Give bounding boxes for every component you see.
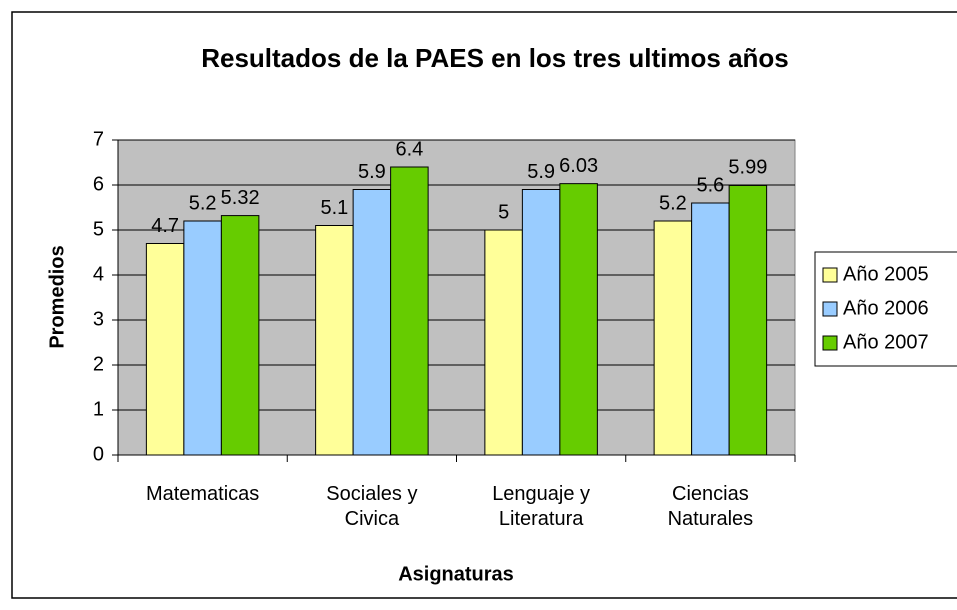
chart-title: Resultados de la PAES en los tres ultimo… [201,43,789,73]
data-label: 5.1 [320,197,348,219]
bar [390,166,429,456]
bar [691,202,730,456]
bar [315,225,354,456]
legend-box [814,251,957,367]
x-tick-label: Sociales y Civica [326,483,418,530]
data-label: 5.6 [696,174,724,196]
data-label: 4.7 [151,215,179,237]
y-tick-label: 7 [93,128,104,150]
bar [145,243,185,456]
data-label: 5.9 [358,161,386,183]
data-label: 5.32 [221,187,260,209]
y-tick-label: 0 [93,443,104,465]
y-tick-label: 2 [93,353,104,375]
data-label: 5.9 [527,161,555,183]
x-tick-label: Ciencias Naturales [667,483,754,530]
bar [183,220,222,456]
bar [220,215,260,456]
x-tick-label: Matematicas [145,483,260,505]
y-tick-label: 5 [93,218,104,240]
y-tick-label: 3 [93,308,104,330]
legend-swatch [822,267,838,283]
data-label: 5.2 [659,192,687,214]
bar [484,229,523,456]
bar [653,220,693,456]
data-label: 5.2 [189,192,217,214]
bar [352,189,392,456]
data-label: 5 [498,201,509,223]
y-tick-label: 4 [93,263,104,285]
bar [521,189,561,456]
data-label: 6.03 [559,155,598,177]
y-axis-title: Promedios [46,245,68,348]
legend-swatch [822,301,838,317]
legend-label: Año 2006 [843,297,929,319]
y-tick-label: 6 [93,173,104,195]
data-label: 6.4 [395,138,423,160]
x-axis-title: Asignaturas [398,563,514,585]
x-tick-label: Lenguaje y Literatura [492,483,591,530]
y-tick-label: 1 [93,398,104,420]
legend-label: Año 2007 [843,331,929,353]
bar [559,183,598,456]
data-label: 5.99 [728,157,767,179]
legend-swatch [822,335,838,351]
bar [728,184,768,456]
legend-label: Año 2005 [843,263,929,285]
